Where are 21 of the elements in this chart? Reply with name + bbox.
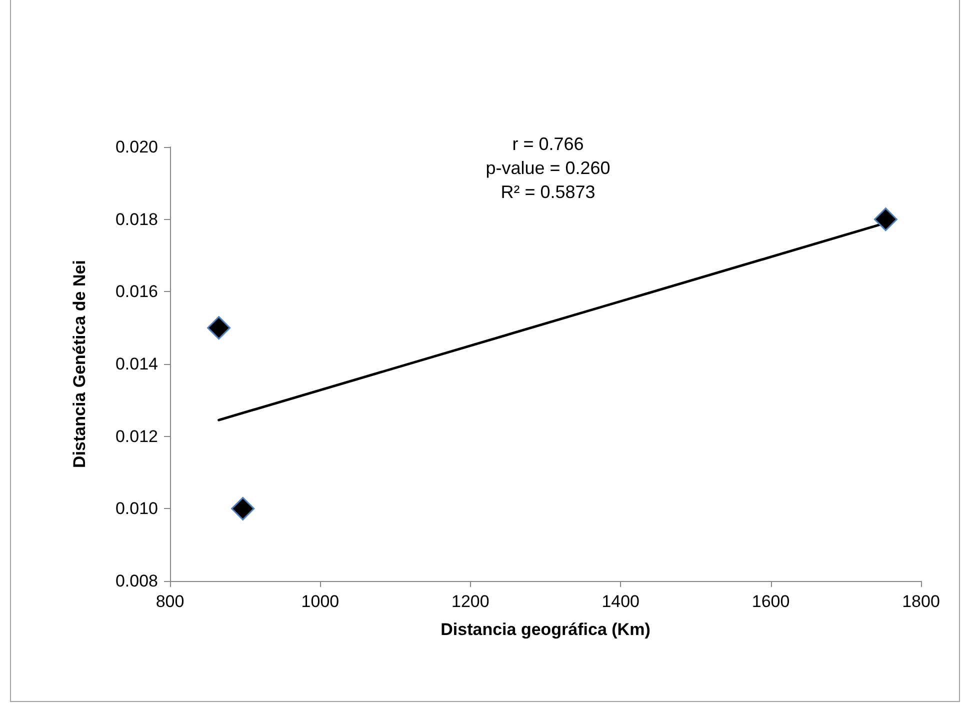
y-tick-label: 0.018 bbox=[115, 210, 158, 229]
annotation: p-value = 0.260 bbox=[486, 158, 610, 178]
x-tick-label: 800 bbox=[156, 592, 184, 611]
y-tick-label: 0.008 bbox=[115, 572, 158, 590]
y-tick-label: 0.020 bbox=[115, 138, 158, 156]
point bbox=[874, 208, 898, 232]
point bbox=[207, 316, 231, 340]
annotation: r = 0.766 bbox=[512, 134, 584, 154]
y-tick-label: 0.012 bbox=[115, 426, 158, 446]
y-tick-label: 0.010 bbox=[115, 499, 158, 518]
x-axis-title: Distancia geográfica (Km) bbox=[440, 620, 650, 639]
point bbox=[231, 496, 255, 520]
annotation: R² = 0.5873 bbox=[500, 182, 596, 202]
x-tick-label: 1600 bbox=[752, 592, 790, 611]
x-tick-label: 1400 bbox=[602, 592, 640, 611]
x-tick-label: 1800 bbox=[902, 592, 940, 611]
x-tick-label: 1200 bbox=[451, 592, 490, 611]
y-tick-label: 0.016 bbox=[115, 282, 158, 302]
y-axis-title: Distancia Genética de Nei bbox=[70, 260, 89, 468]
y-tick-label: 0.014 bbox=[115, 354, 158, 374]
x-tick-label: 1000 bbox=[301, 592, 340, 611]
